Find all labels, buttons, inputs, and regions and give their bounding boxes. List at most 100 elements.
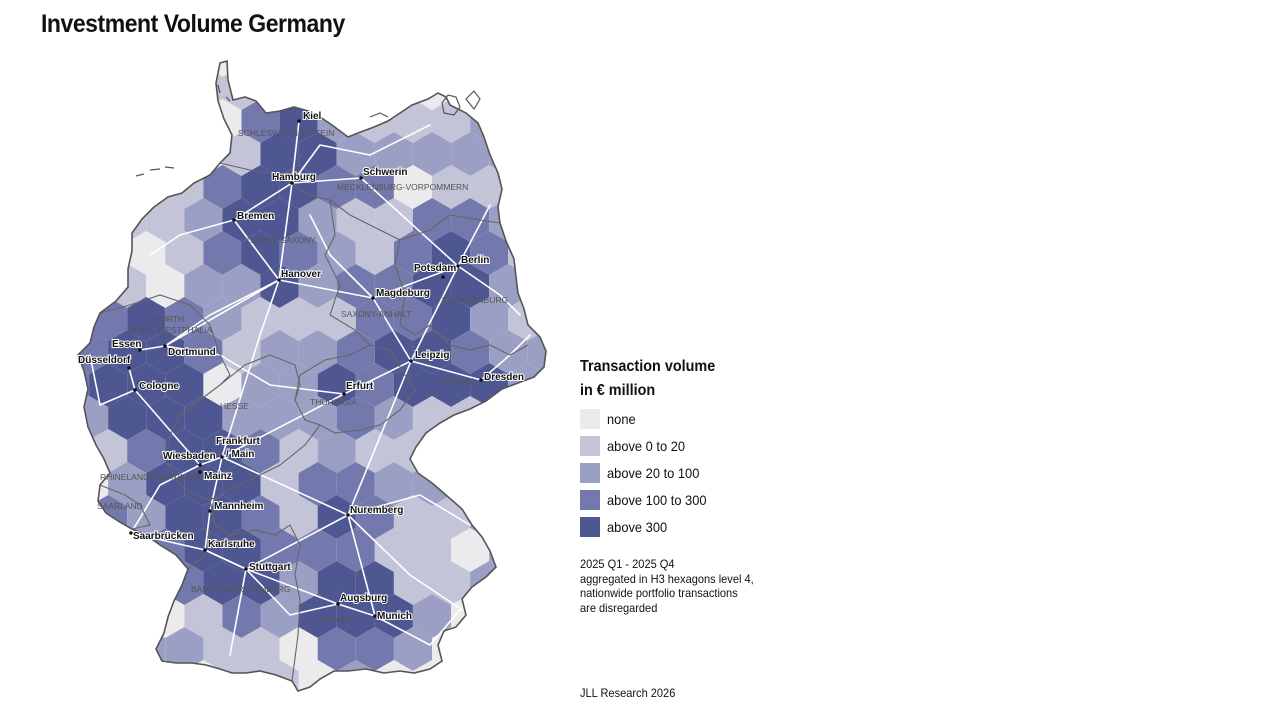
hexagon-cell xyxy=(127,61,166,77)
legend-label: above 20 to 100 xyxy=(607,464,700,481)
city-marker-icon xyxy=(441,275,445,279)
hexagon-cell xyxy=(165,495,204,539)
hexagon-cell xyxy=(393,363,432,407)
germany-hexagon-map: SCHLESWIG-HOLSTEIN MECKLENBURG-VORPOMMERN… xyxy=(70,55,560,700)
hexagon-cell xyxy=(317,61,356,77)
hexagon-cell xyxy=(260,594,299,638)
hexagon-cell xyxy=(203,165,242,209)
city-marker-icon xyxy=(220,455,224,459)
hexagon-cell xyxy=(336,528,375,572)
hexagon-cell xyxy=(546,231,560,275)
city-marker-icon xyxy=(198,470,202,474)
hexagon-cell xyxy=(374,330,413,374)
hexagon-cell xyxy=(546,495,560,539)
hexagon-cell xyxy=(374,132,413,176)
hexagon-cell xyxy=(546,561,560,605)
hexagon-cell xyxy=(165,231,204,275)
hexagon-cell xyxy=(280,693,318,700)
hexagon-cell xyxy=(260,132,299,176)
city-marker-icon xyxy=(409,359,413,363)
hexagon-cell xyxy=(470,61,509,77)
hexagon-cell xyxy=(241,165,280,209)
city-marker-icon xyxy=(244,567,248,571)
city-marker-icon xyxy=(203,548,207,552)
legend-item-0-20: above 0 to 20 xyxy=(580,432,840,459)
hexagon-cell xyxy=(260,396,299,440)
city-label: Düsseldorf xyxy=(78,355,131,366)
hexagon-cell xyxy=(470,693,508,700)
hexagon-cell xyxy=(355,561,394,605)
hexagon-cell xyxy=(527,66,546,110)
hexagon-cell xyxy=(127,297,166,341)
hexagon-cell xyxy=(108,132,147,176)
hexagon-cell xyxy=(355,61,394,77)
hexagon-cell xyxy=(489,330,528,374)
hexagon-cell xyxy=(527,264,546,308)
legend-item-100-300: above 100 to 300 xyxy=(580,486,840,513)
hexagon-cell xyxy=(432,693,470,700)
hexagon-cell xyxy=(222,594,261,638)
hexagon-cell xyxy=(89,99,128,143)
hexagon-cell xyxy=(222,132,261,176)
note-line: 2025 Q1 - 2025 Q4 xyxy=(580,557,675,571)
hexagon-cell xyxy=(317,363,356,407)
hexagon-cell xyxy=(432,297,471,341)
legend-swatch-0-20 xyxy=(580,435,600,456)
hexagon-cell xyxy=(127,693,165,700)
city-label: Frankfurt xyxy=(216,436,261,447)
city-label: Augsburg xyxy=(340,593,387,604)
city-label: Berlin xyxy=(461,255,489,266)
state-label: SAXONY xyxy=(438,376,474,386)
hexagon-cell xyxy=(355,231,394,275)
hexagon-cell xyxy=(242,693,280,700)
city-marker-icon xyxy=(479,378,483,382)
note-line: nationwide portfolio transactions xyxy=(580,586,738,600)
methodology-note: 2025 Q1 - 2025 Q4 aggregated in H3 hexag… xyxy=(580,557,754,615)
city-marker-icon xyxy=(297,119,301,123)
hexagon-cell xyxy=(412,528,452,572)
hexagon-cell xyxy=(298,198,337,242)
hexagon-cell xyxy=(203,61,242,77)
hexagon-cell xyxy=(432,165,471,209)
state-label: SAARLAND xyxy=(97,501,143,511)
hexagon-cell xyxy=(470,297,509,341)
city-label: Schwerin xyxy=(363,167,407,178)
hexagon-cell xyxy=(203,231,242,275)
hexagon-cell xyxy=(279,231,318,275)
hexagon-cell xyxy=(184,396,223,440)
legend-item-none: none xyxy=(580,405,840,432)
hexagon-cell xyxy=(394,693,432,700)
hexagon-cell xyxy=(393,561,432,605)
hexagon-cell xyxy=(489,462,528,506)
hexagon-cell xyxy=(451,264,490,308)
hexagon-cell xyxy=(260,264,299,308)
state-label: BRANDENBURG xyxy=(442,295,508,305)
city-label: Nuremberg xyxy=(350,505,403,516)
hexagon-cell xyxy=(451,198,490,242)
hexagon-cell xyxy=(508,495,546,539)
hexagon-cell xyxy=(317,627,356,671)
hexagon-cell xyxy=(451,528,490,572)
hexagon-cell xyxy=(127,429,166,473)
hexagon-cell xyxy=(546,693,560,700)
hexagon-cell xyxy=(393,231,432,275)
hexagon-cell xyxy=(298,462,337,506)
hexagon-cell xyxy=(318,693,356,700)
hexagon-cell xyxy=(432,561,471,605)
hexagon-cell xyxy=(78,660,109,691)
hexagon-cell xyxy=(298,594,337,638)
hexagon-cell xyxy=(78,264,109,308)
hexagon-cell xyxy=(146,396,185,440)
city-marker-icon xyxy=(127,366,131,370)
state-label: THURINGIA xyxy=(310,397,357,407)
legend-title-line2: in € million xyxy=(580,382,656,399)
hexagon-cell xyxy=(374,264,413,308)
hexagon-cell xyxy=(355,495,394,539)
hexagon-cell xyxy=(298,330,337,374)
hexagon-cell xyxy=(393,627,432,671)
legend-label: above 0 to 20 xyxy=(607,437,686,454)
hexagon-cell xyxy=(203,627,242,671)
hexagon-cell xyxy=(165,363,204,407)
city-label: Dortmund xyxy=(168,347,216,358)
hexagon-cell xyxy=(146,198,185,242)
